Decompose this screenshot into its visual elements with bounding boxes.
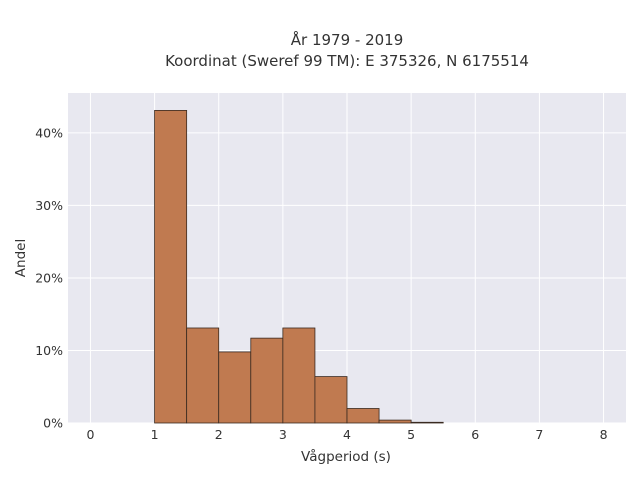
histogram-bar-4 (282, 327, 316, 424)
histogram-bar-7 (378, 419, 412, 424)
x-tick-label-6: 6 (471, 427, 479, 442)
histogram-bar-3 (250, 337, 284, 424)
y-tick-label-3: 30% (35, 198, 63, 213)
y-tick-label-4: 40% (35, 125, 63, 140)
x-axis-ticks: 0 1 2 3 4 5 6 7 8 (86, 427, 607, 442)
x-tick-label-4: 4 (343, 427, 351, 442)
chart-title-line-1: År 1979 - 2019 (291, 30, 404, 49)
y-axis-label: Andel (13, 239, 29, 277)
histogram-bar-2 (218, 351, 252, 424)
x-tick-label-0: 0 (86, 427, 94, 442)
x-tick-label-5: 5 (407, 427, 415, 442)
y-axis-ticks: 0% 10% 20% 30% 40% (35, 125, 63, 430)
y-tick-label-1: 10% (35, 343, 63, 358)
x-tick-label-8: 8 (600, 427, 608, 442)
x-tick-label-3: 3 (279, 427, 287, 442)
x-tick-label-2: 2 (215, 427, 223, 442)
x-axis-label: Vågperiod (s) (301, 448, 391, 465)
histogram-bar-6 (346, 408, 380, 424)
histogram-bar-5 (314, 376, 348, 424)
chart-title-line-2: Koordinat (Sweref 99 TM): E 375326, N 61… (165, 52, 529, 70)
x-tick-label-7: 7 (535, 427, 543, 442)
y-tick-label-2: 20% (35, 270, 63, 285)
y-tick-label-0: 0% (43, 416, 63, 431)
histogram-bar-1 (186, 327, 220, 424)
histogram-bar-0 (154, 110, 188, 424)
histogram-bar-8 (410, 421, 444, 424)
histogram-bars (154, 110, 444, 424)
x-tick-label-1: 1 (151, 427, 159, 442)
